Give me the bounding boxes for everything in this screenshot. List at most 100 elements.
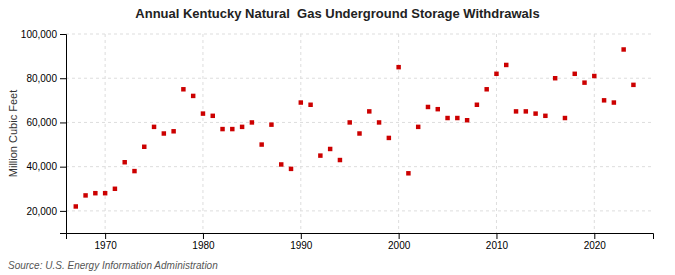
y-axis-tick-mark: [60, 78, 66, 79]
y-axis-line: [60, 35, 67, 234]
x-axis-tick-label: 2000: [388, 240, 411, 251]
y-axis-tick: 100,000: [21, 29, 66, 40]
x-axis-tick: 2020: [584, 233, 607, 251]
point: [484, 87, 488, 91]
point: [543, 114, 547, 118]
y-axis-tick: 20,000: [26, 206, 66, 217]
y-axis-tick-mark: [60, 211, 66, 212]
y-axis-tick-label: 60,000: [26, 117, 57, 128]
point: [328, 147, 332, 151]
y-axis-tick: 80,000: [26, 73, 66, 84]
point: [162, 131, 166, 135]
grid-line-x: [105, 34, 106, 233]
point: [416, 125, 420, 129]
x-axis-line: [67, 234, 654, 240]
y-axis-tick: 40,000: [26, 161, 66, 172]
point: [592, 74, 596, 78]
point: [338, 158, 342, 162]
point: [142, 145, 146, 149]
x-axis-tick-label: 2020: [584, 240, 607, 251]
point: [269, 122, 273, 126]
chart: 19701980199020002010202020,00040,00060,0…: [0, 0, 675, 275]
point: [621, 47, 625, 51]
point: [367, 109, 371, 113]
x-axis-tick-mark: [301, 233, 302, 239]
y-axis: 20,000 40,000 60,000 80,000 100,000: [21, 29, 67, 234]
x-axis-tick: 1990: [290, 233, 313, 251]
x-axis-tick-mark: [399, 233, 400, 239]
point: [171, 129, 175, 133]
point: [602, 98, 606, 102]
x-axis-tick-mark: [105, 233, 106, 239]
x-axis-tick-label: 1970: [95, 240, 118, 251]
x-axis-tick: 2000: [388, 233, 411, 251]
plot: 19701980199020002010202020,00040,00060,0…: [21, 29, 654, 251]
grid-line-y: [66, 34, 653, 35]
point: [250, 120, 254, 124]
y-axis-tick-mark: [60, 122, 66, 123]
point: [494, 72, 498, 76]
point: [445, 116, 449, 120]
point: [465, 118, 469, 122]
point: [524, 109, 528, 113]
point: [93, 191, 97, 195]
point: [475, 103, 479, 107]
y-axis-tick-label: 40,000: [26, 161, 57, 172]
point: [279, 162, 283, 166]
point: [582, 80, 586, 84]
x-axis-tick-label: 2010: [486, 240, 509, 251]
y-axis-tick-mark: [60, 167, 66, 168]
point: [514, 109, 518, 113]
grid: [66, 34, 653, 233]
grid-line-x: [202, 34, 203, 233]
point: [396, 65, 400, 69]
x-axis-tick-mark: [496, 233, 497, 239]
point: [377, 120, 381, 124]
y-axis-tick-label: 100,000: [21, 29, 58, 40]
point: [426, 105, 430, 109]
point: [357, 131, 361, 135]
annotation: Source: U.S. Energy Information Administ…: [8, 260, 218, 271]
point: [201, 111, 205, 115]
point: [563, 116, 567, 120]
point: [553, 76, 557, 80]
point: [211, 114, 215, 118]
point: [406, 171, 410, 175]
x-axis-tick-label: 1990: [290, 240, 313, 251]
point: [308, 103, 312, 107]
point: [152, 125, 156, 129]
y-axis-tick-mark: [60, 34, 66, 35]
point: [122, 160, 126, 164]
grid-line-x: [300, 34, 301, 233]
point: [387, 136, 391, 140]
point: [347, 120, 351, 124]
title: Annual Kentucky Natural Gas Underground …: [135, 6, 539, 21]
grid-line-x: [496, 34, 497, 233]
x-axis-tick: 2010: [486, 233, 509, 251]
y-axis-tick-label: 20,000: [26, 206, 57, 217]
point: [318, 153, 322, 157]
grid-line-y: [66, 166, 653, 167]
y-axis-label: Million Cubic Feet: [7, 90, 19, 177]
point: [259, 142, 263, 146]
point: [103, 191, 107, 195]
point: [572, 72, 576, 76]
point: [436, 107, 440, 111]
point: [220, 127, 224, 131]
point: [132, 169, 136, 173]
x-axis-tick: 1970: [95, 233, 118, 251]
point: [612, 100, 616, 104]
grid-line-y: [66, 210, 653, 211]
x-axis-tick-mark: [594, 233, 595, 239]
point: [504, 63, 508, 67]
grid-line-y: [66, 78, 653, 79]
y-axis-tick-label: 80,000: [26, 73, 57, 84]
x-axis: 197019801990200020102020: [67, 233, 654, 251]
point: [240, 125, 244, 129]
point: [181, 87, 185, 91]
point: [299, 100, 303, 104]
point: [83, 193, 87, 197]
grid-line-y: [66, 122, 653, 123]
y-axis-tick: 60,000: [26, 117, 66, 128]
grid-line-x: [594, 34, 595, 233]
